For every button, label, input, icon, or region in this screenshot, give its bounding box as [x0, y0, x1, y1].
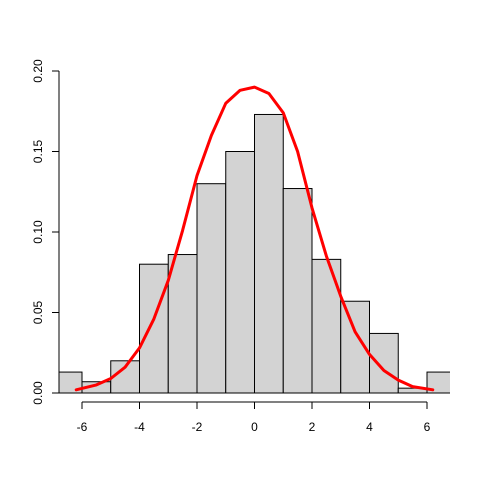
x-tick-label-4: 2: [309, 420, 316, 434]
x-tick-label-1: -4: [134, 420, 145, 434]
y-tick-label-4: 0.20: [31, 59, 45, 83]
x-tick-label-0: -6: [77, 420, 88, 434]
x-tick-label-5: 4: [366, 420, 373, 434]
histogram-bar-4: [167, 254, 198, 394]
histogram-bar-8: [282, 188, 313, 394]
x-tick-label-6: 6: [424, 420, 431, 434]
density-curve: [74, 85, 435, 392]
histogram-bar-3: [139, 263, 169, 394]
y-tick-label-3: 0.15: [31, 139, 45, 163]
y-tick-label-2: 0.10: [31, 220, 45, 244]
histogram-bar-11: [369, 332, 399, 394]
y-tick-label-1: 0.05: [31, 300, 45, 324]
x-axis: -6 -4 -2 0 2 4 6: [77, 401, 431, 434]
histogram-bar-5: [196, 183, 227, 394]
histogram-bars: [59, 113, 450, 394]
histogram-bar-13: [426, 371, 450, 394]
histogram-bar-7: [254, 113, 284, 394]
histogram-bar-6: [225, 151, 255, 394]
y-axis: 0.00 0.05 0.10 0.15 0.20: [31, 59, 60, 405]
histogram-bar-9: [311, 258, 342, 394]
x-tick-label-2: -2: [192, 420, 203, 434]
x-tick-label-3: 0: [251, 420, 258, 434]
y-tick-label-0: 0.00: [31, 381, 45, 405]
